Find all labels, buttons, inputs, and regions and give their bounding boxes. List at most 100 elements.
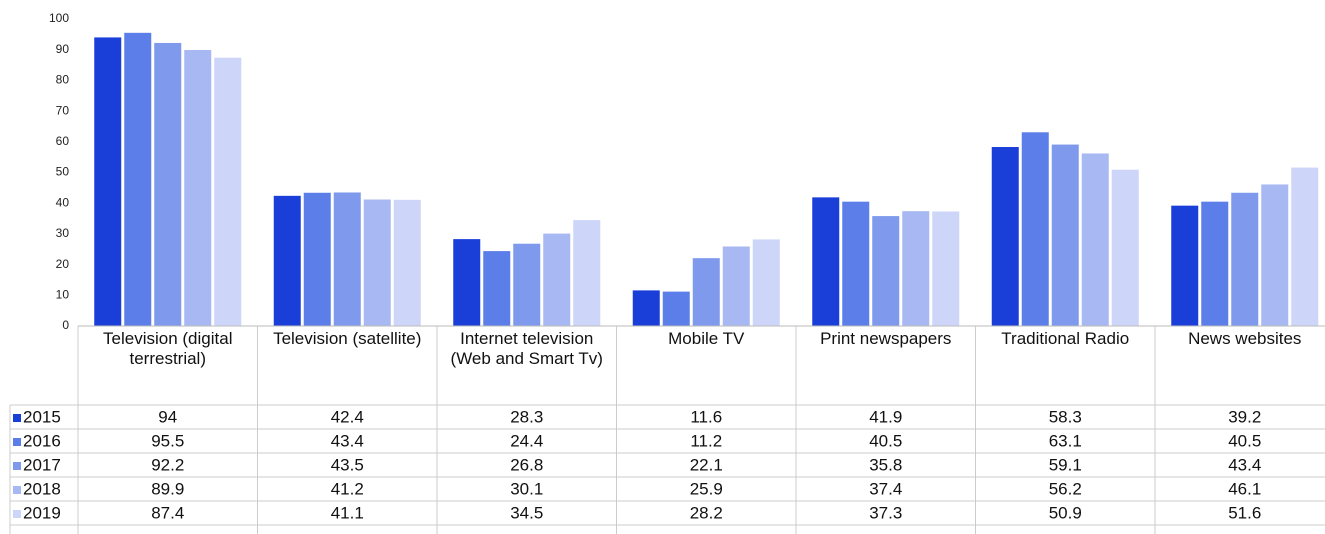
table-cell: 11.2: [690, 431, 722, 450]
y-tick-label: 20: [56, 257, 70, 271]
bar: [1111, 169, 1139, 326]
bar: [1171, 205, 1199, 326]
bar: [932, 211, 960, 326]
bar: [812, 197, 840, 326]
bar: [453, 239, 481, 326]
bar: [1021, 132, 1049, 326]
y-tick-label: 40: [56, 195, 70, 209]
legend-key: [13, 486, 21, 494]
table-cell: 42.4: [331, 407, 364, 426]
y-tick-label: 10: [56, 287, 70, 301]
y-tick-label: 100: [49, 11, 69, 25]
bar: [1201, 201, 1229, 326]
table-cell: 43.4: [1228, 455, 1261, 474]
bar: [363, 199, 391, 326]
bar: [573, 220, 601, 326]
bar: [1261, 184, 1289, 326]
table-cell: 34.5: [510, 503, 543, 522]
table-cell: 87.4: [151, 503, 184, 522]
table-cell: 89.9: [151, 479, 184, 498]
bar: [124, 32, 152, 326]
table-cell: 22.1: [690, 455, 723, 474]
legend-key: [13, 438, 21, 446]
bar: [752, 239, 780, 326]
table-cell: 41.9: [869, 407, 902, 426]
y-tick-label: 60: [56, 134, 70, 148]
category-label: Print newspapers: [820, 329, 952, 348]
bar: [692, 258, 720, 326]
table-cell: 24.4: [510, 431, 543, 450]
bar: [513, 243, 541, 326]
category-label: Television (satellite): [273, 329, 422, 348]
bar: [483, 251, 511, 326]
legend-label: 2015: [23, 407, 61, 426]
table-cell: 40.5: [869, 431, 902, 450]
bar: [393, 199, 421, 326]
legend-key: [13, 462, 21, 470]
bar: [872, 216, 900, 326]
table-cell: 59.1: [1049, 455, 1082, 474]
legend-label: 2017: [23, 455, 61, 474]
bar: [662, 291, 690, 326]
table-cell: 43.4: [331, 431, 364, 450]
table-cell: 28.2: [690, 503, 723, 522]
table-cell: 51.6: [1228, 503, 1261, 522]
legend-key: [13, 414, 21, 422]
table-cell: 40.5: [1228, 431, 1261, 450]
table-cell: 35.8: [869, 455, 902, 474]
table-cell: 37.4: [869, 479, 902, 498]
y-tick-label: 0: [62, 318, 69, 332]
bar: [184, 50, 212, 327]
bar: [1081, 153, 1109, 326]
y-tick-label: 90: [56, 42, 70, 56]
table-cell: 95.5: [151, 431, 184, 450]
table-cell: 28.3: [510, 407, 543, 426]
category-label: News websites: [1188, 329, 1302, 348]
bar: [902, 211, 930, 326]
table-cell: 39.2: [1228, 407, 1261, 426]
table-cell: 25.9: [690, 479, 723, 498]
bar: [1231, 192, 1259, 326]
y-tick-label: 70: [56, 103, 70, 117]
bar: [94, 37, 122, 327]
bar: [273, 195, 301, 326]
category-label: Mobile TV: [668, 329, 745, 348]
legend-key: [13, 510, 21, 518]
bar: [1051, 144, 1079, 326]
bar: [214, 57, 242, 326]
table-cell: 58.3: [1049, 407, 1082, 426]
y-tick-label: 80: [56, 73, 70, 87]
legend-label: 2016: [23, 431, 61, 450]
table-cell: 43.5: [331, 455, 364, 474]
y-tick-label: 50: [56, 165, 70, 179]
table-cell: 26.8: [510, 455, 543, 474]
bar: [303, 192, 331, 326]
bar: [333, 192, 361, 326]
table-cell: 37.3: [869, 503, 902, 522]
table-cell: 50.9: [1049, 503, 1082, 522]
table-cell: 11.6: [690, 407, 722, 426]
table-cell: 94: [158, 407, 177, 426]
table-cell: 92.2: [151, 455, 184, 474]
legend-label: 2019: [23, 503, 61, 522]
bar: [991, 147, 1019, 326]
legend-label: 2018: [23, 479, 61, 498]
bar: [842, 201, 870, 326]
table-cell: 41.1: [331, 503, 364, 522]
category-label: Traditional Radio: [1001, 329, 1130, 348]
bar: [543, 233, 571, 326]
table-cell: 46.1: [1228, 479, 1261, 498]
category-label: Television (digital terrestrial): [103, 329, 233, 368]
category-label: Internet television (Web and Smart Tv): [450, 329, 603, 368]
table-cell: 30.1: [510, 479, 543, 498]
table-cell: 41.2: [331, 479, 364, 498]
y-tick-label: 30: [56, 226, 70, 240]
bar: [632, 290, 660, 326]
bar: [154, 42, 182, 327]
bar: [1291, 167, 1319, 326]
table-cell: 63.1: [1049, 431, 1082, 450]
table-cell: 56.2: [1049, 479, 1082, 498]
bar: [722, 246, 750, 326]
